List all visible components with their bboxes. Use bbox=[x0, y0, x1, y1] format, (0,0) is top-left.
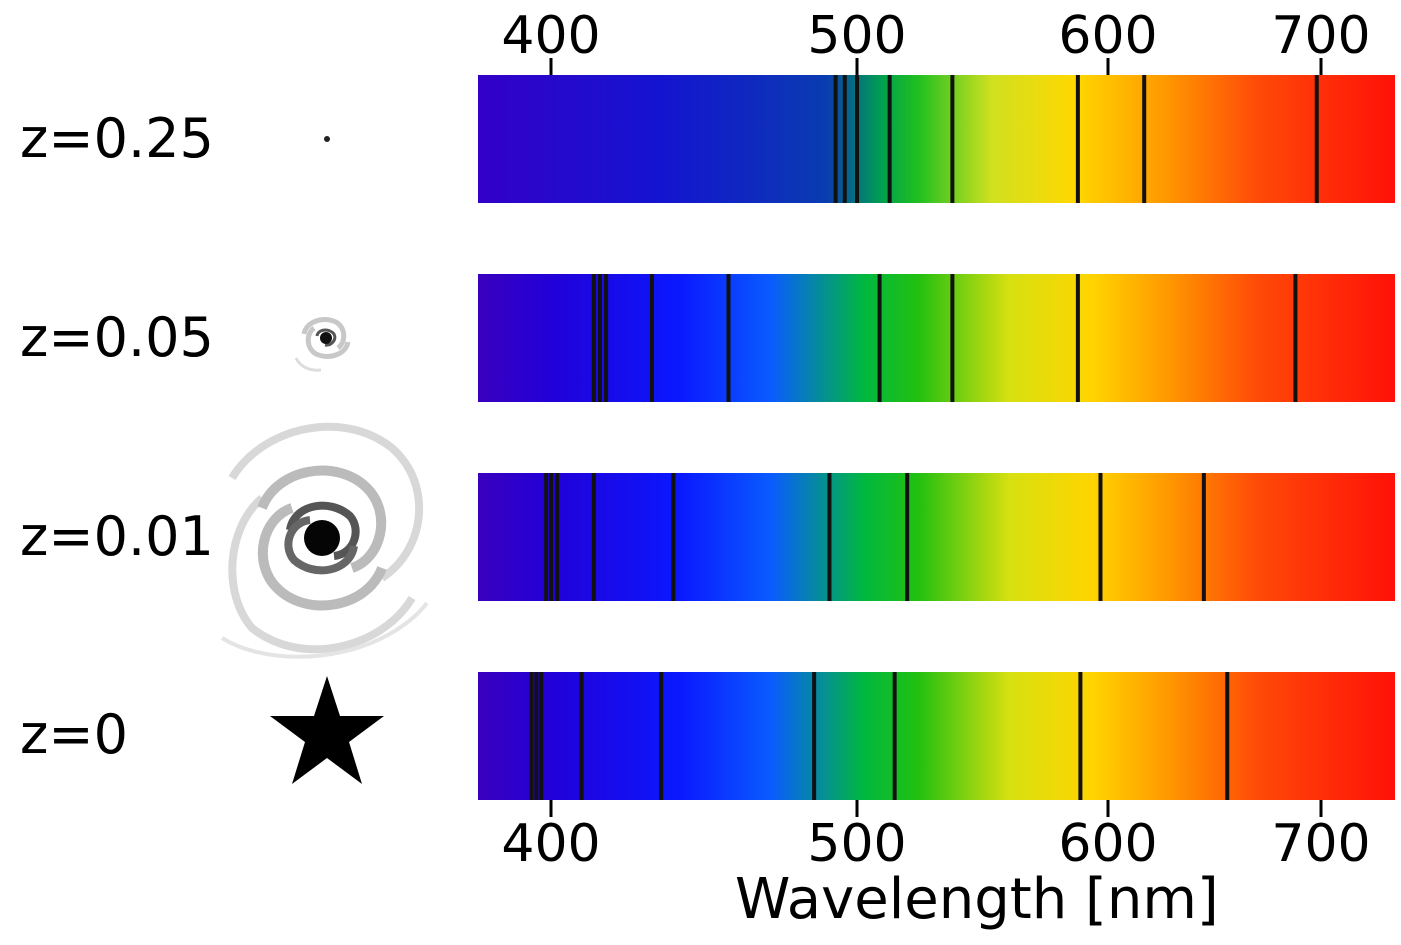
absorption-line bbox=[604, 274, 609, 402]
redshift-label: z=0.05 bbox=[20, 306, 214, 369]
absorption-line bbox=[659, 672, 664, 800]
absorption-line bbox=[1078, 672, 1083, 800]
absorption-line bbox=[1142, 75, 1147, 203]
absorption-line bbox=[1075, 75, 1080, 203]
absorption-line bbox=[555, 473, 560, 601]
absorption-line bbox=[892, 672, 897, 800]
spectrum-band bbox=[478, 672, 1395, 800]
absorption-line bbox=[812, 672, 817, 800]
absorption-line bbox=[579, 672, 584, 800]
absorption-line bbox=[877, 274, 882, 402]
spectrum-band bbox=[478, 274, 1395, 402]
absorption-line bbox=[833, 75, 838, 203]
distant-galaxy-dot-icon bbox=[324, 136, 330, 142]
top-tick-label: 500 bbox=[807, 6, 907, 66]
absorption-line bbox=[950, 274, 955, 402]
absorption-line bbox=[544, 473, 549, 601]
top-tick-label: 700 bbox=[1271, 6, 1371, 66]
top-tick-label: 600 bbox=[1058, 6, 1158, 66]
bottom-tick-label: 500 bbox=[807, 814, 907, 874]
absorption-line bbox=[827, 473, 832, 601]
objects-column bbox=[220, 136, 429, 784]
absorption-line bbox=[1314, 75, 1319, 203]
axis-title: Wavelength [nm] bbox=[735, 867, 1219, 932]
absorption-line bbox=[534, 672, 539, 800]
absorption-line bbox=[1075, 274, 1080, 402]
spectrum-band bbox=[478, 75, 1395, 203]
top-tick-label: 400 bbox=[501, 6, 601, 66]
absorption-line bbox=[855, 75, 859, 203]
absorption-line bbox=[950, 75, 955, 203]
redshift-label: z=0.01 bbox=[20, 505, 214, 568]
spectrum-band bbox=[478, 473, 1395, 601]
absorption-line bbox=[591, 473, 596, 601]
absorption-line bbox=[842, 75, 847, 203]
absorption-line bbox=[726, 274, 731, 402]
absorption-line bbox=[905, 473, 910, 601]
star-icon bbox=[270, 676, 384, 784]
absorption-line bbox=[649, 274, 654, 402]
spiral-galaxy-icon bbox=[220, 422, 429, 659]
axis-ticks bbox=[549, 58, 1323, 817]
absorption-line bbox=[591, 274, 596, 402]
absorption-line bbox=[1225, 672, 1230, 800]
bottom-tick-label: 400 bbox=[501, 814, 601, 874]
absorption-line bbox=[1293, 274, 1298, 402]
bottom-tick-label: 700 bbox=[1271, 814, 1371, 874]
absorption-line bbox=[529, 672, 534, 800]
small-spiral-galaxy-icon bbox=[294, 317, 351, 372]
redshift-label: z=0.25 bbox=[20, 107, 214, 170]
redshift-label: z=0 bbox=[20, 703, 128, 766]
absorption-line bbox=[549, 473, 553, 601]
absorption-line bbox=[671, 473, 676, 601]
absorption-line bbox=[1098, 473, 1103, 601]
spectra-bands bbox=[478, 75, 1395, 800]
bottom-tick-label: 600 bbox=[1058, 814, 1158, 874]
absorption-line bbox=[887, 75, 892, 203]
absorption-line bbox=[539, 672, 544, 800]
absorption-line bbox=[1201, 473, 1206, 601]
absorption-line bbox=[597, 274, 602, 402]
